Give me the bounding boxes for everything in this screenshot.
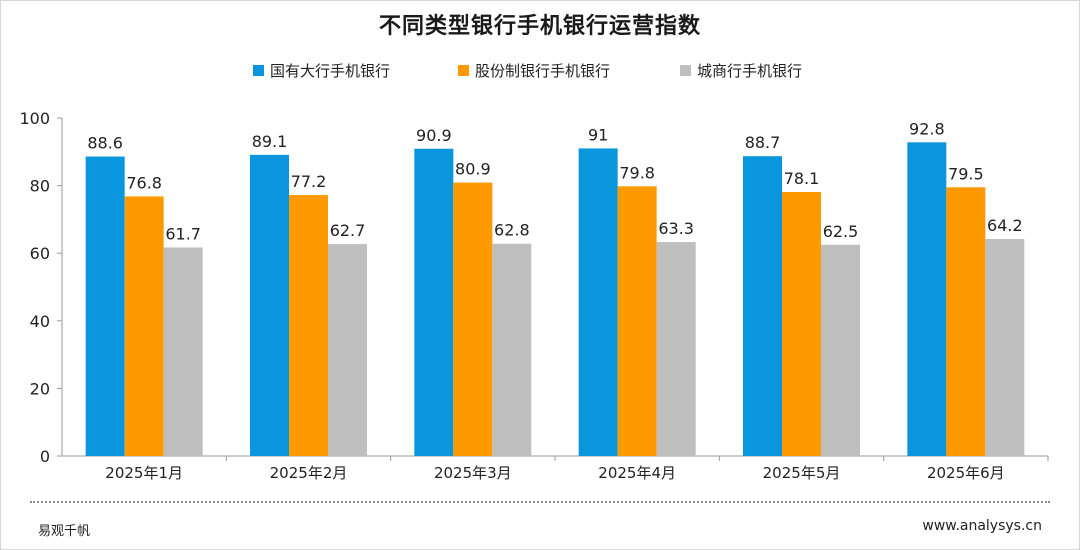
- bar: [492, 243, 532, 456]
- chart-legend: 国有大行手机银行 股份制银行手机银行 城商行手机银行: [0, 60, 1080, 82]
- bar: [289, 195, 328, 456]
- bar-chart: 0 20 40 60 80 100 88.6 76.8 61.7 2025年1月 89.1 77.2 6…: [19, 109, 1049, 482]
- bar-value-label: 77.2: [291, 172, 327, 191]
- y-tick-label: 0: [40, 447, 50, 466]
- bar-value-label: 61.7: [165, 224, 201, 243]
- y-tick-label: 20: [30, 379, 50, 398]
- x-category-label: 2025年3月: [434, 464, 512, 482]
- legend-label-state-banks: 国有大行手机银行: [270, 62, 391, 80]
- x-category-label: 2025年2月: [270, 464, 348, 482]
- bar: [124, 196, 164, 456]
- bar: [453, 182, 493, 457]
- x-category-label: 2025年5月: [763, 464, 841, 482]
- bar-value-label: 79.8: [619, 163, 655, 182]
- y-tick-label: 80: [30, 177, 50, 196]
- bar: [946, 187, 986, 457]
- bar-value-label: 62.5: [823, 222, 859, 241]
- bar: [163, 247, 203, 456]
- legend-item-city-banks: 城商行手机银行: [680, 60, 802, 81]
- bar: [907, 142, 947, 456]
- legend-item-joint-stock-banks: 股份制银行手机银行: [458, 60, 610, 81]
- chart-title: 不同类型银行手机银行运营指数: [378, 14, 701, 39]
- legend-label-city-banks: 城商行手机银行: [697, 62, 803, 80]
- bar: [985, 239, 1025, 456]
- bar-value-label: 78.1: [784, 169, 820, 188]
- bar: [782, 192, 821, 456]
- bar-value-label: 63.3: [658, 219, 694, 238]
- footer-divider: [30, 501, 1050, 503]
- bar: [578, 148, 618, 457]
- y-tick-label: 40: [30, 312, 50, 331]
- website-label: www.analysys.cn: [922, 518, 1042, 534]
- bar-value-label: 91: [588, 125, 608, 144]
- bar-value-label: 88.7: [745, 133, 781, 152]
- bar: [656, 242, 696, 456]
- bar-value-label: 90.9: [416, 126, 452, 145]
- bar: [743, 156, 782, 456]
- x-category-label: 2025年4月: [598, 464, 676, 482]
- bar-value-label: 64.2: [987, 216, 1023, 235]
- bar: [250, 154, 289, 457]
- y-tick-label: 60: [30, 244, 50, 263]
- bar: [617, 186, 657, 456]
- bar: [85, 156, 125, 457]
- legend-swatch-city-banks: [680, 65, 691, 76]
- bar: [328, 244, 367, 456]
- legend-item-state-banks: 国有大行手机银行: [253, 60, 390, 81]
- x-category-label: 2025年6月: [927, 464, 1005, 482]
- legend-swatch-joint-stock-banks: [458, 65, 469, 76]
- bar: [414, 148, 454, 456]
- bar-value-label: 62.8: [494, 221, 530, 240]
- legend-label-joint-stock-banks: 股份制银行手机银行: [475, 62, 611, 80]
- source-label: 易观千帆: [38, 524, 91, 539]
- bar-value-label: 62.7: [330, 221, 366, 240]
- bar-value-label: 89.1: [252, 132, 288, 151]
- x-category-label: 2025年1月: [105, 464, 183, 482]
- bar-value-label: 76.8: [126, 173, 162, 192]
- bar-value-label: 88.6: [87, 134, 123, 153]
- bar-value-label: 92.8: [909, 119, 945, 138]
- bar-value-label: 80.9: [455, 160, 491, 179]
- bar-value-label: 79.5: [948, 164, 984, 183]
- legend-swatch-state-banks: [253, 65, 264, 76]
- bar: [821, 244, 860, 456]
- y-tick-label: 100: [19, 109, 50, 128]
